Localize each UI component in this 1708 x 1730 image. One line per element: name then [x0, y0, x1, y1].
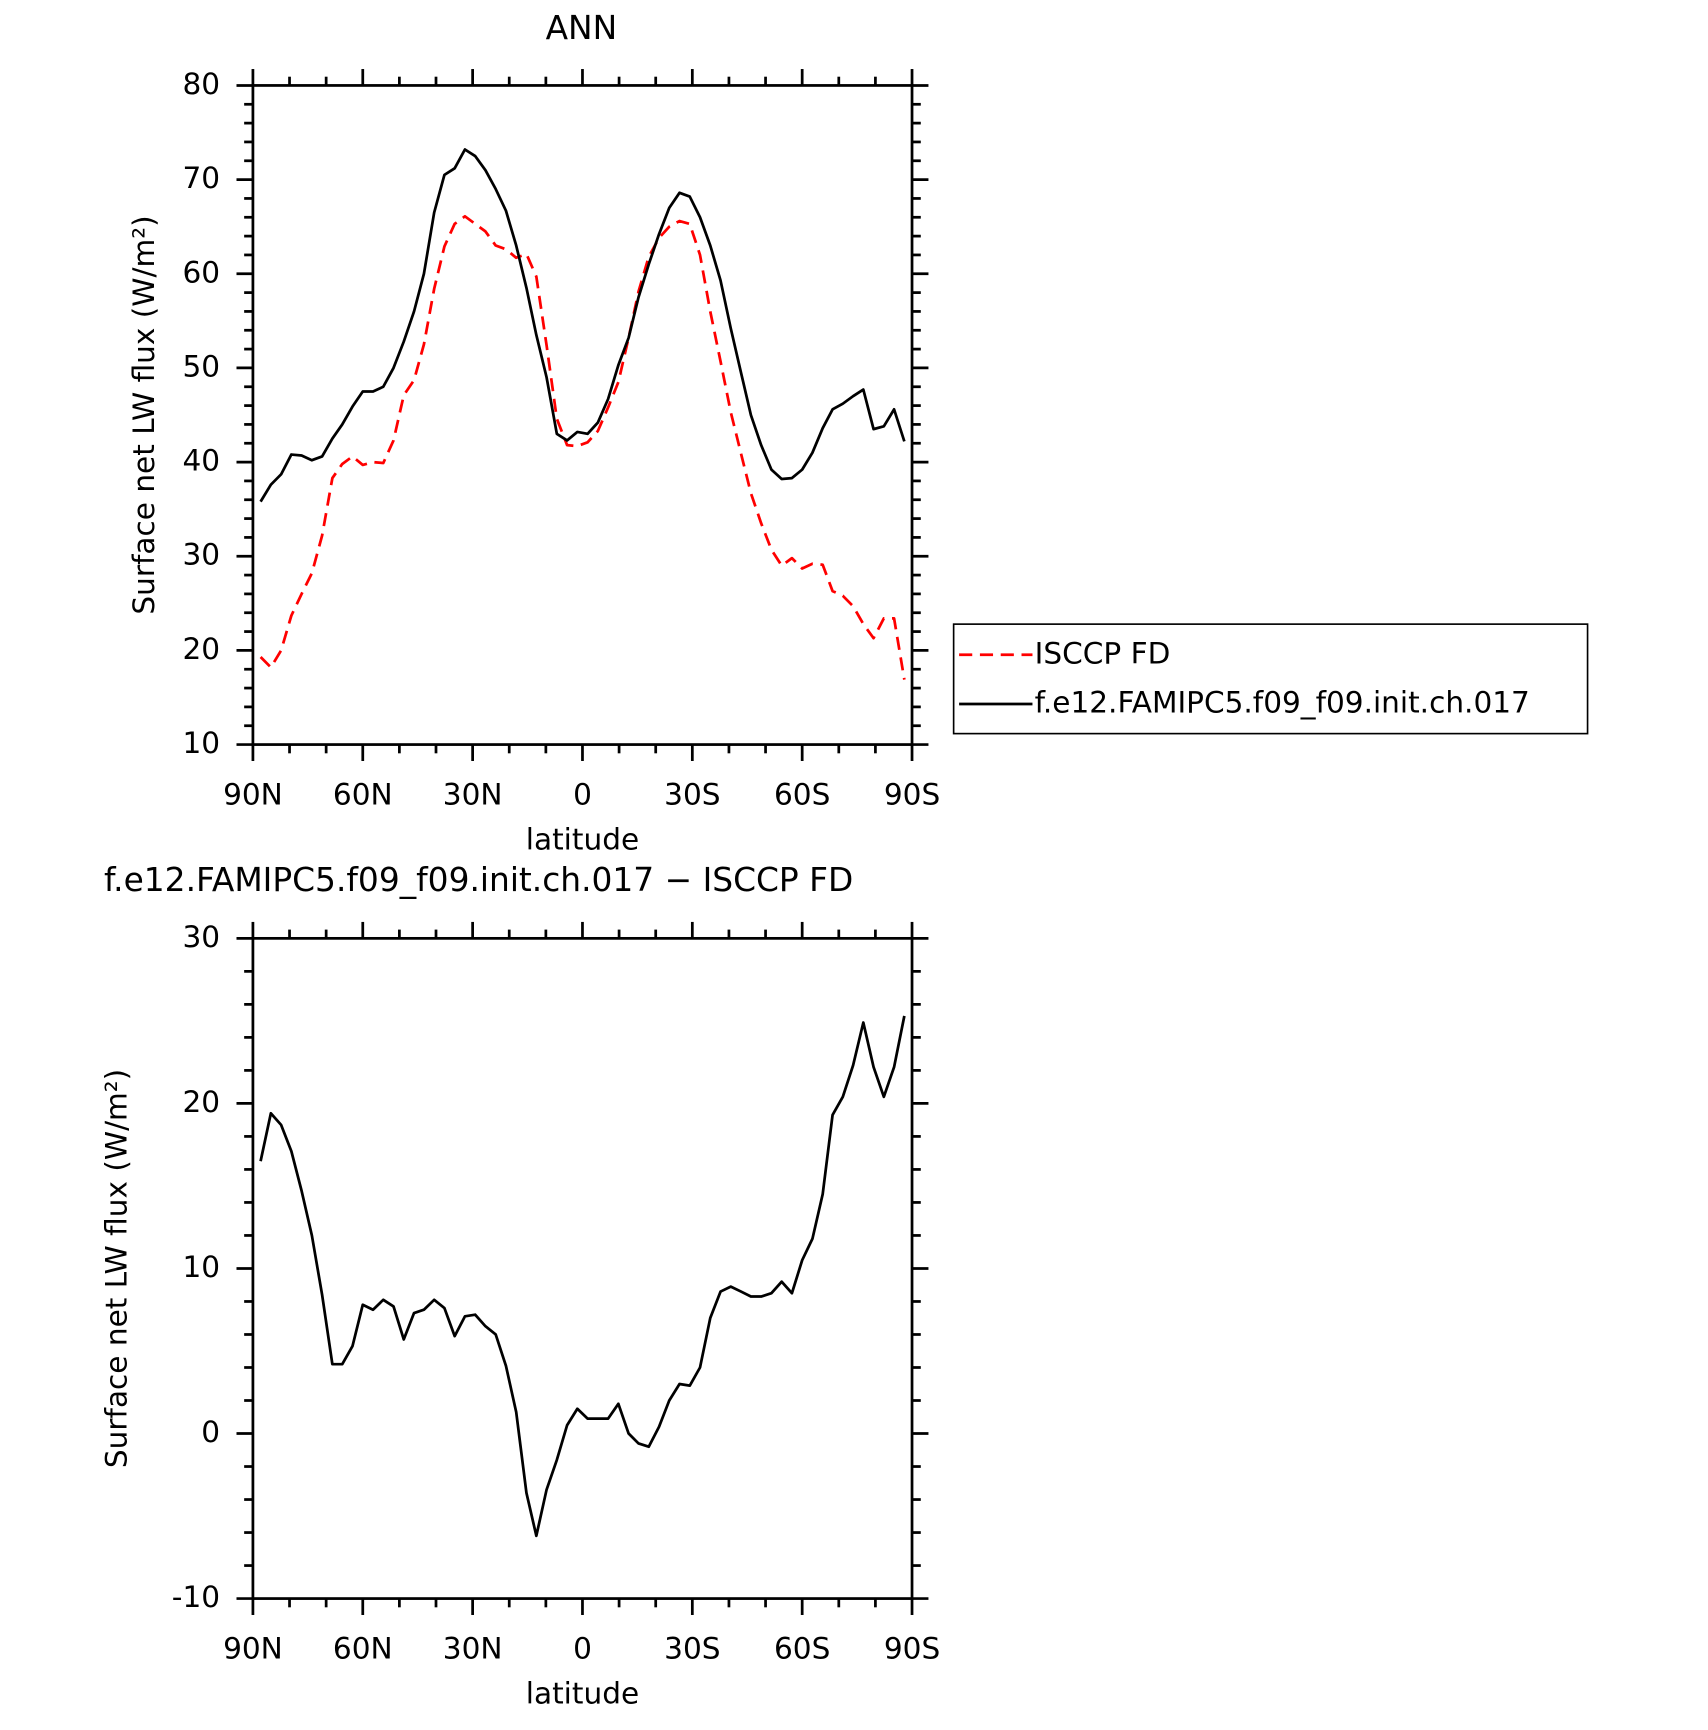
plot-frame — [251, 936, 914, 1600]
y-tick-label: 30 — [182, 920, 220, 954]
data-line — [259, 214, 906, 680]
y-tick-label: 40 — [182, 444, 220, 478]
y-tick-label: 50 — [182, 349, 220, 383]
y-tick-label: 60 — [182, 255, 220, 289]
chart-title: f.e12.FAMIPC5.f09_f09.init.ch.017 − ISCC… — [104, 861, 853, 899]
x-tick-label: 60N — [333, 1632, 393, 1666]
x-tick-label: 90S — [884, 1632, 940, 1666]
x-tick-label: 90S — [884, 778, 940, 812]
x-tick-label: 60S — [774, 778, 830, 812]
chart-title: ANN — [546, 9, 618, 47]
y-tick-label: 30 — [182, 538, 220, 572]
x-axis-label: latitude — [526, 822, 639, 856]
x-tick-label: 60S — [774, 1632, 830, 1666]
y-tick-label: 20 — [182, 632, 220, 666]
y-tick-label: 10 — [182, 1250, 220, 1284]
y-tick-label: 20 — [182, 1085, 220, 1119]
y-tick-label: 10 — [182, 726, 220, 760]
legend-label: ISCCP FD — [1035, 636, 1171, 670]
x-axis-label: latitude — [526, 1676, 639, 1710]
legend-box — [952, 623, 1589, 735]
y-tick-label: -10 — [172, 1580, 220, 1614]
y-tick-label: 70 — [182, 161, 220, 195]
x-tick-label: 90N — [223, 778, 283, 812]
x-tick-label: 30S — [664, 1632, 720, 1666]
data-line — [259, 1015, 906, 1538]
x-tick-label: 0 — [573, 1632, 592, 1666]
legend-label: f.e12.FAMIPC5.f09_f09.init.ch.017 — [1035, 686, 1530, 720]
x-tick-label: 30N — [443, 778, 503, 812]
y-axis-label: Surface net LW flux (W/m²) — [127, 215, 161, 614]
y-axis-label: Surface net LW flux (W/m²) — [100, 1069, 134, 1468]
x-tick-label: 30S — [664, 778, 720, 812]
data-line — [259, 148, 906, 503]
y-tick-label: 80 — [182, 67, 220, 101]
plot-frame — [251, 84, 914, 746]
x-tick-label: 60N — [333, 778, 393, 812]
x-tick-label: 0 — [573, 778, 592, 812]
y-tick-label: 0 — [201, 1415, 220, 1449]
x-tick-label: 30N — [443, 1632, 503, 1666]
x-tick-label: 90N — [223, 1632, 283, 1666]
